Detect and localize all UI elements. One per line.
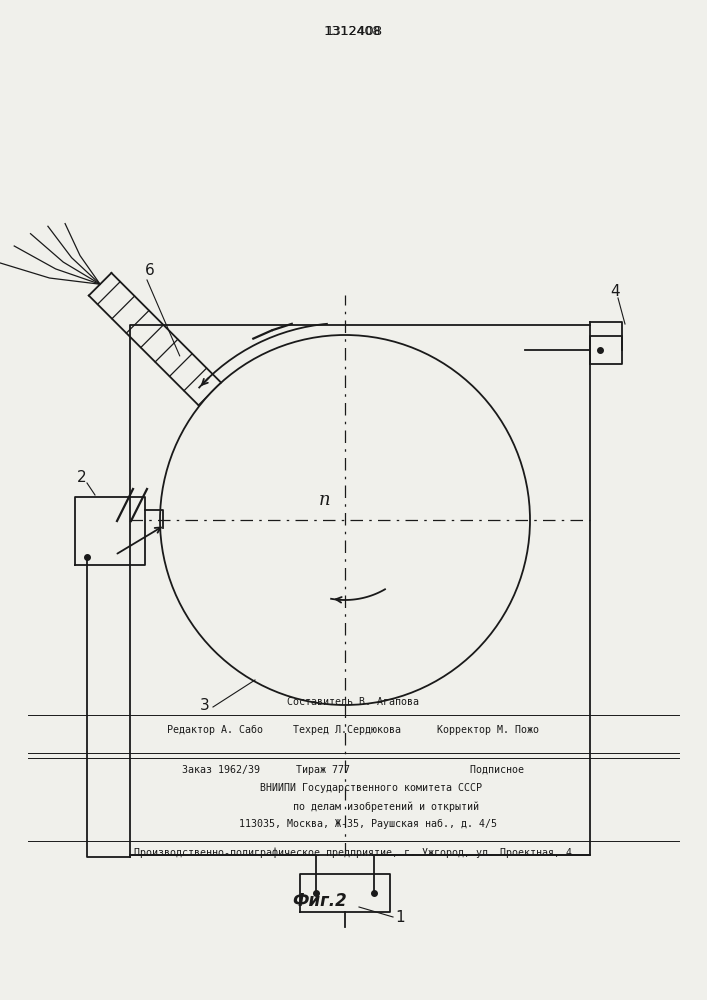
Text: 1: 1 [395, 910, 404, 925]
Text: 4: 4 [610, 284, 619, 299]
Text: по делам изобретений и открытий: по делам изобретений и открытий [227, 801, 479, 812]
Text: 113035, Москва, Ж-35, Раушская наб., д. 4/5: 113035, Москва, Ж-35, Раушская наб., д. … [209, 819, 497, 829]
Text: Фиг.2: Фиг.2 [293, 892, 347, 910]
Text: Редактор А. Сабо     Техред Л.Сердюкова      Корректор М. Пожо: Редактор А. Сабо Техред Л.Сердюкова Корр… [167, 725, 539, 735]
Text: n: n [319, 491, 331, 509]
Text: 2: 2 [77, 470, 87, 485]
Text: 1312408: 1312408 [323, 25, 382, 38]
Text: 6: 6 [145, 263, 155, 278]
Text: Составитель В. Агапова: Составитель В. Агапова [287, 697, 419, 707]
Text: 3: 3 [200, 698, 210, 713]
Text: ВНИИПИ Государственного комитета СССР: ВНИИПИ Государственного комитета СССР [224, 783, 482, 793]
Text: Производственно-полиграфическое предприятие, г. Ужгород, ул. Проектная, 4: Производственно-полиграфическое предприя… [134, 848, 572, 858]
Text: 1312408: 1312408 [325, 25, 380, 38]
Text: Заказ 1962/39      Тираж 777                    Подписное: Заказ 1962/39 Тираж 777 Подписное [182, 765, 524, 775]
